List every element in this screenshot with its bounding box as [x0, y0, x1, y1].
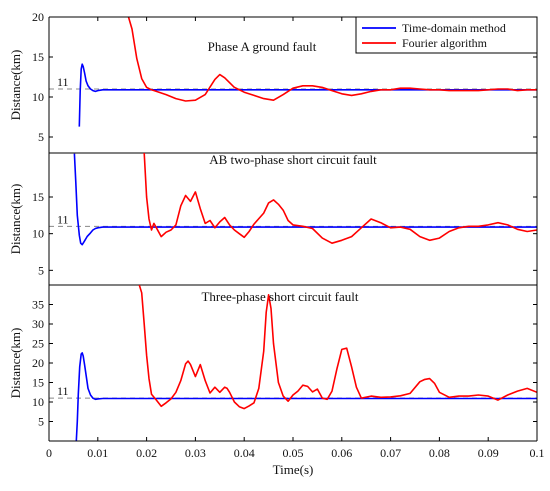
x-tick-label: 0.05 — [283, 446, 304, 460]
legend-label: Time-domain method — [402, 21, 506, 35]
fourier-series-line — [143, 153, 537, 244]
y-tick-label: 10 — [32, 90, 44, 104]
x-axis-label: Time(s) — [273, 462, 314, 477]
x-tick-label: 0.08 — [429, 446, 450, 460]
y-tick-label: 15 — [32, 50, 44, 64]
y-tick-label: 25 — [32, 337, 44, 351]
fourier-series-line — [127, 17, 537, 102]
reference-label: 11 — [57, 212, 69, 226]
reference-label: 11 — [57, 75, 69, 89]
panel-title: Phase A ground fault — [208, 39, 317, 54]
x-tick-label: 0.04 — [234, 446, 255, 460]
x-tick-label: 0 — [46, 446, 52, 460]
panel-title: Three-phase short circuit fault — [201, 289, 358, 304]
y-tick-label: 5 — [38, 415, 44, 429]
y-tick-label: 15 — [32, 190, 44, 204]
x-tick-label: 0.1 — [530, 446, 545, 460]
panel-title: AB two-phase short circuit fault — [209, 152, 377, 167]
x-tick-label: 0.02 — [136, 446, 157, 460]
y-tick-label: 20 — [32, 10, 44, 24]
y-axis-label: Distance(km) — [8, 184, 23, 255]
y-tick-label: 35 — [32, 298, 44, 312]
fourier-series-line — [138, 285, 537, 410]
y-axis-label: Distance(km) — [8, 50, 23, 121]
x-tick-label: 0.03 — [185, 446, 206, 460]
y-tick-label: 10 — [32, 395, 44, 409]
y-tick-label: 5 — [38, 263, 44, 277]
x-tick-label: 0.09 — [478, 446, 499, 460]
legend-label: Fourier algorithm — [402, 36, 488, 50]
x-tick-label: 0.01 — [87, 446, 108, 460]
time-domain-series-line — [75, 352, 537, 441]
x-tick-label: 0.07 — [380, 446, 401, 460]
y-tick-label: 30 — [32, 317, 44, 331]
reference-label: 11 — [57, 384, 69, 398]
time-domain-series-line — [73, 153, 537, 246]
y-tick-label: 10 — [32, 227, 44, 241]
legend-box — [355, 16, 538, 54]
x-tick-label: 0.06 — [331, 446, 352, 460]
y-axis-label: Distance(km) — [8, 328, 23, 399]
y-tick-label: 15 — [32, 376, 44, 390]
time-domain-series-line — [78, 63, 537, 127]
y-tick-label: 5 — [38, 130, 44, 144]
y-tick-label: 20 — [32, 356, 44, 370]
